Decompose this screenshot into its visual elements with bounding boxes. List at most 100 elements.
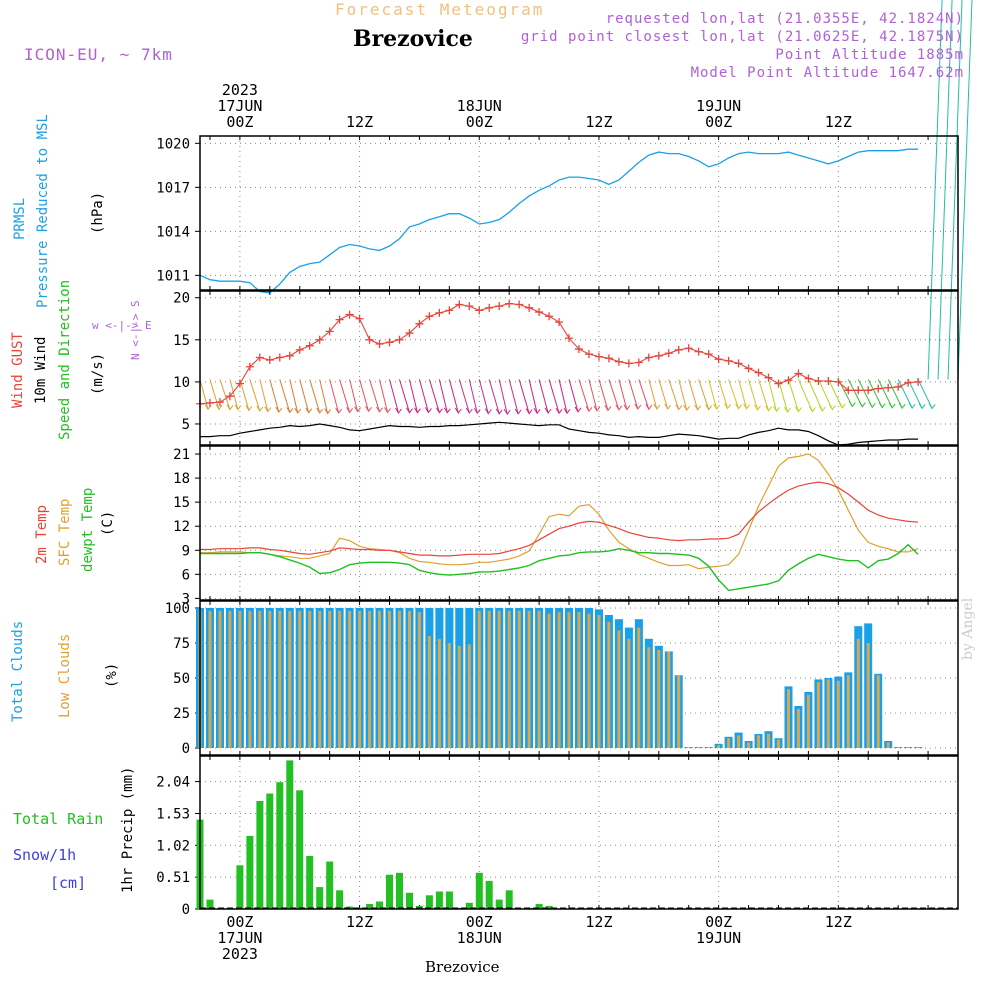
rain-bar bbox=[296, 790, 304, 909]
wind-arrow-head bbox=[713, 403, 721, 410]
wind-arrow-head bbox=[435, 407, 443, 414]
wind-direction-arrow bbox=[608, 379, 620, 411]
y-tick-label: 10 bbox=[173, 375, 190, 391]
low-cloud-bar bbox=[527, 610, 531, 748]
top-time-label: 18JUN 00Z bbox=[439, 98, 519, 130]
wind-gust-marker bbox=[505, 299, 514, 308]
wind-arrow-head bbox=[484, 408, 492, 415]
wind-arrow-head bbox=[384, 407, 391, 414]
wind-arrow-head bbox=[754, 404, 761, 411]
wind-arrow-head bbox=[443, 407, 451, 414]
wind-direction-arrow bbox=[398, 379, 410, 413]
wind-arrow-head bbox=[705, 404, 713, 411]
low-cloud-bar bbox=[427, 636, 431, 748]
wind-gust-marker bbox=[275, 353, 284, 362]
wind-direction-arrow bbox=[618, 379, 628, 410]
rain-bar bbox=[396, 872, 403, 909]
wind-arrow-head bbox=[868, 402, 876, 409]
wind-gust-marker bbox=[425, 312, 434, 321]
wind-gust-marker bbox=[465, 302, 474, 311]
bottom-time-label-line: 12Z bbox=[824, 913, 852, 931]
low-cloud-bar bbox=[647, 647, 651, 748]
forecast-title: Forecast Meteogram bbox=[335, 0, 545, 19]
low-cloud-bar bbox=[787, 689, 790, 748]
low-cloud-bar bbox=[318, 610, 322, 748]
wind-10m-line bbox=[200, 421, 919, 446]
low-cloud-bar bbox=[248, 610, 252, 748]
wind-gust-marker bbox=[714, 355, 723, 364]
wind-direction-arrow bbox=[428, 379, 440, 413]
wind-gust-marker bbox=[555, 318, 564, 327]
wind-arrow-head bbox=[514, 408, 522, 415]
pressure-line bbox=[199, 148, 919, 294]
wind-direction-arrow bbox=[588, 379, 598, 411]
wind-direction-arrow bbox=[488, 379, 500, 414]
wind-direction-arrow bbox=[578, 379, 590, 412]
wind-direction-arrow bbox=[927, 0, 943, 380]
rain-bar bbox=[425, 895, 433, 909]
low-cloud-bar bbox=[358, 610, 362, 748]
wind-arrow-head bbox=[838, 402, 846, 409]
low-cloud-bar bbox=[507, 610, 511, 748]
wind-gust-marker bbox=[235, 379, 244, 388]
wind-arrow-head bbox=[743, 403, 750, 410]
wind-direction-arrow bbox=[269, 379, 280, 413]
wind-arrow-head bbox=[765, 405, 772, 412]
top-time-label-line: 12Z bbox=[585, 113, 613, 131]
wind-arrow-head bbox=[264, 406, 272, 413]
wind-arrow-head bbox=[533, 408, 541, 415]
wind-arrow-head bbox=[245, 405, 253, 412]
rain-bar bbox=[376, 901, 383, 909]
wind-direction-arrow bbox=[688, 379, 699, 410]
wind-arrow-head bbox=[473, 408, 481, 415]
wind-arrow-head bbox=[574, 406, 582, 413]
wind-direction-arrow bbox=[817, 379, 833, 410]
pressure-unit: (hPa) bbox=[90, 191, 106, 234]
wind-direction-arrow bbox=[299, 379, 310, 413]
wind-arrow-head bbox=[424, 407, 432, 414]
low-cloud-bar bbox=[677, 675, 681, 748]
wind-arrow-head bbox=[683, 404, 691, 412]
wind-gust-marker bbox=[285, 351, 294, 360]
2m-temp-line bbox=[200, 481, 919, 557]
wind-arrow-head bbox=[215, 404, 223, 411]
y-tick-label: 18 bbox=[173, 471, 190, 487]
low-cloud-bar bbox=[537, 610, 541, 748]
rain-bar bbox=[326, 861, 334, 909]
rain-bar bbox=[415, 905, 423, 909]
wind-arrow-head bbox=[335, 407, 343, 414]
y-tick-label: 15 bbox=[173, 333, 190, 349]
wind-gust-marker bbox=[884, 383, 893, 392]
bottom-time-label: 12Z bbox=[320, 914, 400, 930]
bottom-time-label: 12Z bbox=[559, 914, 639, 930]
wind-direction-arrow bbox=[648, 379, 658, 410]
rain-bar bbox=[406, 892, 413, 909]
wind-gust-marker bbox=[784, 376, 793, 385]
wind-unit: (m/s) bbox=[90, 352, 106, 395]
wind-gust-marker bbox=[904, 378, 913, 387]
wind-direction-arrow bbox=[728, 379, 740, 409]
wind-gust-marker bbox=[325, 327, 334, 336]
low-cloud-bar bbox=[378, 610, 381, 748]
wind-direction-arrow bbox=[748, 379, 759, 410]
y-tick-label: 0 bbox=[182, 902, 190, 918]
wind-gust-marker bbox=[844, 386, 853, 395]
wind-direction-arrow bbox=[518, 379, 530, 414]
wind-direction-arrow bbox=[498, 379, 508, 415]
footer-location: Brezovice bbox=[425, 958, 500, 976]
low-cloud-bar bbox=[278, 610, 282, 748]
wind-gust-marker bbox=[834, 377, 843, 386]
low-cloud-bar bbox=[906, 747, 910, 748]
wind-gust-marker bbox=[804, 374, 813, 383]
wind-gust-marker bbox=[375, 340, 384, 349]
wind-arrow-head bbox=[465, 407, 473, 414]
wind-gust-marker bbox=[265, 356, 274, 365]
wind-gust-marker bbox=[634, 358, 643, 367]
model-label: ICON-EU, ~ 7km bbox=[24, 45, 173, 64]
y-tick-label: 1.53 bbox=[156, 806, 190, 822]
low-cloud-bar bbox=[238, 610, 242, 748]
wind-gust-marker bbox=[814, 377, 823, 386]
low-cloud-bar bbox=[757, 735, 760, 748]
wind-gust-marker bbox=[565, 334, 574, 343]
wind-gust-marker bbox=[395, 335, 404, 344]
